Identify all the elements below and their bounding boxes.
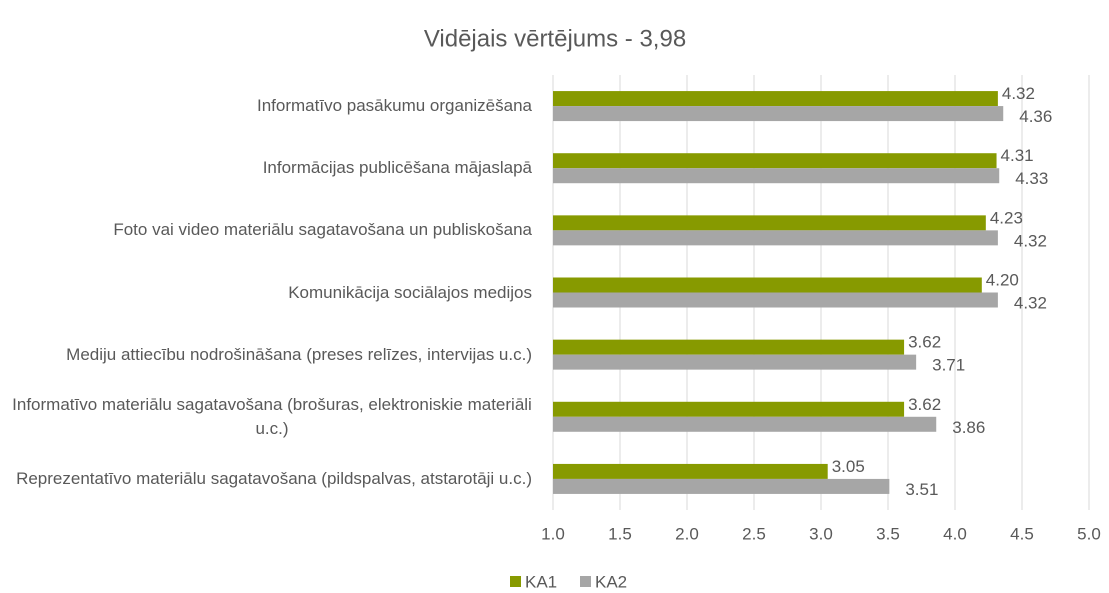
bar xyxy=(553,354,917,370)
y-tick-label: Foto vai video materiālu sagatavošana un… xyxy=(113,220,532,240)
data-label: 3.71 xyxy=(932,356,965,375)
bar xyxy=(553,339,905,355)
bar xyxy=(553,230,998,246)
x-tick-label: 2.0 xyxy=(675,524,699,543)
category-label-box: Informācijas publicēšana mājaslapā xyxy=(0,138,532,198)
y-tick-label: Reprezentatīvo materiālu sagatavošana (p… xyxy=(16,468,532,488)
legend-label: KA2 xyxy=(595,572,627,591)
bar xyxy=(553,463,828,479)
category-label-box: Foto vai video materiālu sagatavošana un… xyxy=(0,200,532,260)
x-tick-label: 4.5 xyxy=(1010,524,1034,543)
y-tick-label: Mediju attiecību nodrošināšana (preses r… xyxy=(66,344,532,364)
bar xyxy=(553,292,998,308)
chart-title: Vidējais vērtējums - 3,98 xyxy=(424,25,686,52)
category-label-box: Komunikācija sociālajos medijos xyxy=(0,263,532,323)
bar xyxy=(553,416,937,432)
bar xyxy=(553,277,982,293)
x-tick-label: 3.0 xyxy=(809,524,833,543)
y-tick-label: Informatīvo materiālu sagatavošana (broš… xyxy=(12,394,532,438)
bar xyxy=(553,168,1000,184)
y-tick-label: Informācijas publicēšana mājaslapā xyxy=(262,158,532,178)
legend-label: KA1 xyxy=(525,572,557,591)
data-label: 4.31 xyxy=(1001,146,1034,165)
x-tick-label: 1.0 xyxy=(541,524,565,543)
data-label: 3.86 xyxy=(952,418,985,437)
y-tick-label: Komunikācija sociālajos medijos xyxy=(288,282,532,302)
data-label: 4.20 xyxy=(986,270,1019,289)
data-label: 4.32 xyxy=(1002,84,1035,103)
x-tick-label: 4.0 xyxy=(943,524,967,543)
data-label: 3.51 xyxy=(905,480,938,499)
bar xyxy=(553,153,997,169)
data-label: 4.23 xyxy=(990,208,1023,227)
legend-swatch xyxy=(510,576,521,587)
category-label-box: Informatīvo materiālu sagatavošana (broš… xyxy=(0,387,532,447)
data-label: 4.32 xyxy=(1014,293,1047,312)
x-tick-label: 3.5 xyxy=(876,524,900,543)
data-label: 3.62 xyxy=(908,333,941,352)
bar xyxy=(553,401,905,417)
category-label-box: Reprezentatīvo materiālu sagatavošana (p… xyxy=(0,449,532,509)
bar xyxy=(553,106,1004,122)
legend-swatch xyxy=(580,576,591,587)
data-label: 4.33 xyxy=(1015,169,1048,188)
x-tick-label: 5.0 xyxy=(1077,524,1101,543)
bar xyxy=(553,478,890,494)
category-label-box: Mediju attiecību nodrošināšana (preses r… xyxy=(0,325,532,385)
data-label: 3.05 xyxy=(832,457,865,476)
bar xyxy=(553,215,986,231)
x-tick-label: 2.5 xyxy=(742,524,766,543)
data-label: 3.62 xyxy=(908,395,941,414)
bar xyxy=(553,91,998,107)
y-tick-label: Informatīvo pasākumu organizēšana xyxy=(257,96,532,116)
x-tick-label: 1.5 xyxy=(608,524,632,543)
category-label-box: Informatīvo pasākumu organizēšana xyxy=(0,76,532,136)
data-label: 4.32 xyxy=(1014,231,1047,250)
data-label: 4.36 xyxy=(1019,107,1052,126)
